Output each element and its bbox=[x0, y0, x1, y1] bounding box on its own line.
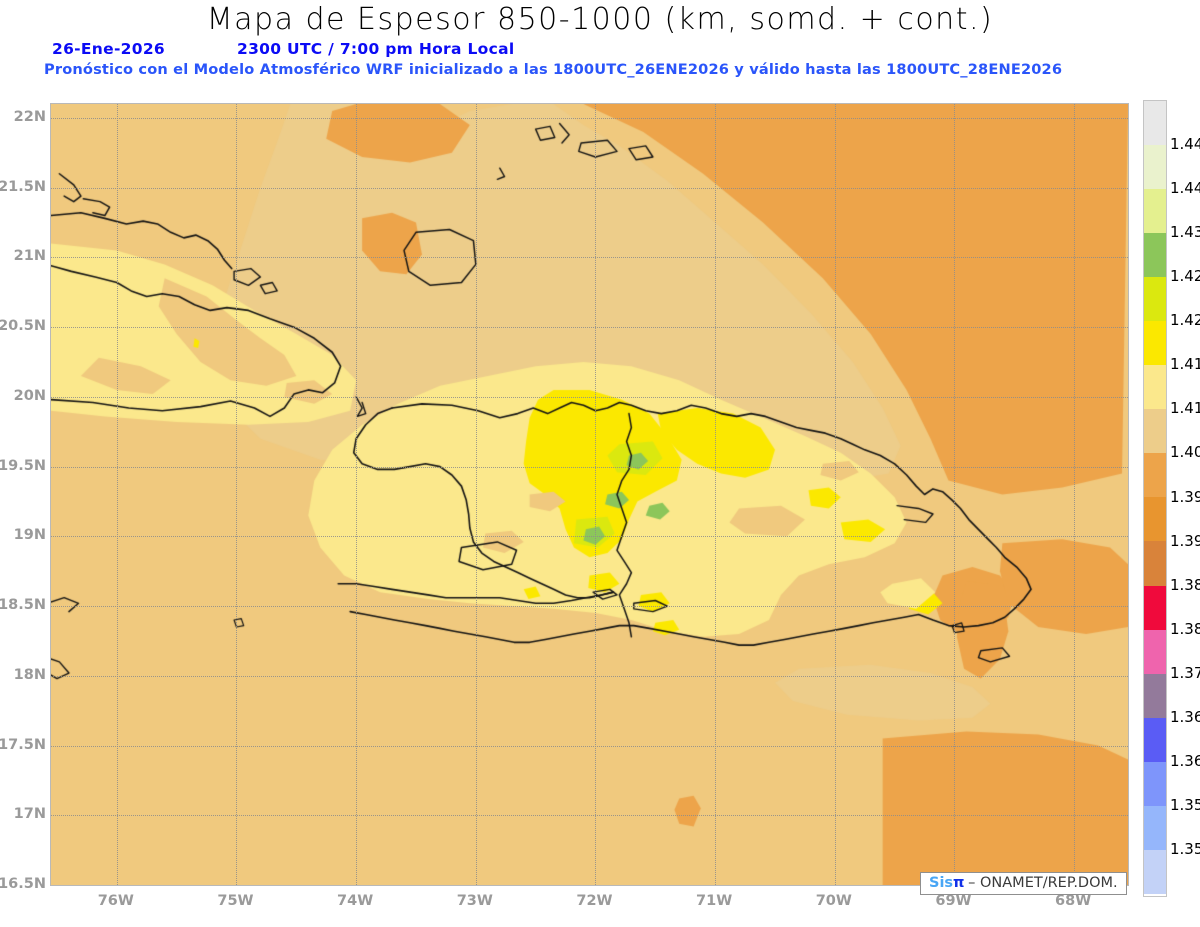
colorbar-band bbox=[1144, 497, 1166, 542]
colorbar-tick-label: 1.428 bbox=[1170, 267, 1200, 286]
x-axis-tick-label: 72W bbox=[576, 893, 613, 909]
colorbar-band bbox=[1144, 145, 1166, 190]
colorbar-band bbox=[1144, 365, 1166, 410]
pi-logo-icon: π bbox=[953, 875, 965, 891]
colorbar-tick-label: 1.38 bbox=[1170, 619, 1200, 638]
colorbar-band bbox=[1144, 101, 1166, 146]
x-axis-tick-label: 76W bbox=[97, 893, 134, 909]
x-axis-tick-label: 75W bbox=[217, 893, 254, 909]
subtitle-row: 26-Ene-2026 2300 UTC / 7:00 pm Hora Loca… bbox=[52, 40, 1200, 58]
colorbar-tick-label: 1.41 bbox=[1170, 399, 1200, 418]
colorbar bbox=[1143, 100, 1167, 897]
colorbar-band bbox=[1144, 585, 1166, 630]
colorbar-tick-label: 1.386 bbox=[1170, 575, 1200, 594]
colorbar-band bbox=[1144, 453, 1166, 498]
colorbar-tick-label: 1.392 bbox=[1170, 531, 1200, 550]
colorbar-band bbox=[1144, 673, 1166, 718]
forecast-time: 2300 UTC / 7:00 pm Hora Local bbox=[237, 40, 515, 58]
colorbar-tick-label: 1.434 bbox=[1170, 223, 1200, 242]
colorbar-tick-label: 1.35 bbox=[1170, 839, 1200, 858]
y-axis-tick-label: 17N bbox=[13, 806, 46, 823]
colorbar-tick-label: 1.362 bbox=[1170, 751, 1200, 770]
colorbar-tick-label: 1.356 bbox=[1170, 795, 1200, 814]
y-axis-tick-label: 19.5N bbox=[0, 457, 46, 474]
colorbar-band bbox=[1144, 849, 1166, 894]
x-axis-tick-label: 71W bbox=[696, 893, 733, 909]
colorbar-band bbox=[1144, 233, 1166, 278]
y-axis-tick-label: 21.5N bbox=[0, 178, 46, 195]
colorbar-band bbox=[1144, 717, 1166, 762]
y-axis-tick-label: 16.5N bbox=[0, 876, 46, 892]
colorbar-tick-label: 1.404 bbox=[1170, 443, 1200, 462]
thickness-contour-map bbox=[51, 104, 1128, 885]
colorbar-band bbox=[1144, 409, 1166, 454]
colorbar-band bbox=[1144, 805, 1166, 850]
page-title: Mapa de Espesor 850-1000 (km, somd. + co… bbox=[206, 2, 994, 37]
colorbar-tick-label: 1.44 bbox=[1170, 179, 1200, 198]
colorbar-tick-label: 1.422 bbox=[1170, 311, 1200, 330]
y-axis-tick-label: 18N bbox=[13, 666, 46, 683]
x-axis-tick-label: 68W bbox=[1055, 893, 1092, 909]
colorbar-band bbox=[1144, 541, 1166, 586]
map-plot-area bbox=[50, 103, 1129, 886]
colorbar-tick-label: 1.398 bbox=[1170, 487, 1200, 506]
y-axis-tick-label: 19N bbox=[13, 527, 46, 544]
colorbar-tick-label: 1.446 bbox=[1170, 135, 1200, 154]
colorbar-band bbox=[1144, 277, 1166, 322]
x-axis-tick-label: 69W bbox=[935, 893, 972, 909]
y-axis-tick-label: 17.5N bbox=[0, 736, 46, 753]
y-axis-tick-label: 22N bbox=[13, 108, 46, 125]
y-axis-tick-label: 21N bbox=[13, 248, 46, 265]
model-description: Pronóstico con el Modelo Atmosférico WRF… bbox=[44, 61, 1063, 78]
x-axis-tick-label: 73W bbox=[456, 893, 493, 909]
credit-organisation: – ONAMET/REP.DOM. bbox=[968, 875, 1118, 891]
colorbar-tick-label: 1.374 bbox=[1170, 663, 1200, 682]
colorbar-band bbox=[1144, 761, 1166, 806]
forecast-date: 26-Ene-2026 bbox=[52, 40, 166, 58]
x-axis-tick-label: 74W bbox=[337, 893, 374, 909]
y-axis-tick-label: 20.5N bbox=[0, 318, 46, 335]
title-block: Mapa de Espesor 850-1000 (km, somd. + co… bbox=[0, 0, 1200, 78]
y-axis-tick-label: 20N bbox=[13, 387, 46, 404]
x-axis-tick-label: 70W bbox=[815, 893, 852, 909]
colorbar-band bbox=[1144, 321, 1166, 366]
colorbar-band bbox=[1144, 189, 1166, 234]
sis-logo-text: Sis bbox=[929, 875, 954, 891]
credit-box: Sisπ – ONAMET/REP.DOM. bbox=[920, 872, 1127, 895]
colorbar-band bbox=[1144, 629, 1166, 674]
y-axis-tick-label: 18.5N bbox=[0, 597, 46, 614]
colorbar-tick-label: 1.416 bbox=[1170, 355, 1200, 374]
colorbar-tick-label: 1.368 bbox=[1170, 707, 1200, 726]
